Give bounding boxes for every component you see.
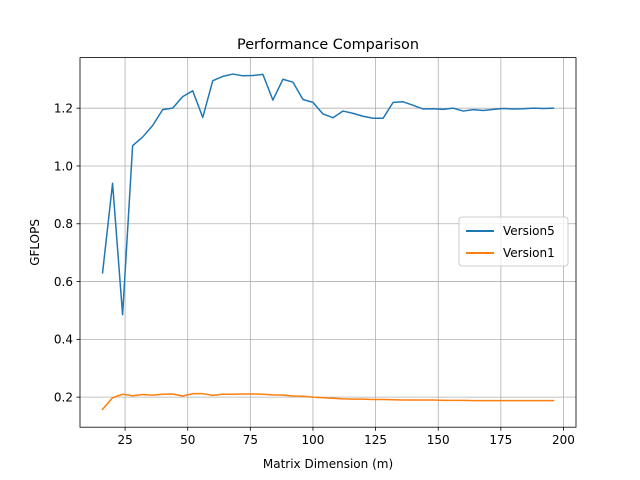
x-tick-label: 200 bbox=[552, 433, 575, 447]
x-tick-label: 100 bbox=[302, 433, 325, 447]
series-line-version1 bbox=[101, 392, 555, 411]
x-axis-label: Matrix Dimension (m) bbox=[263, 457, 393, 471]
y-tick-label: 0.8 bbox=[54, 217, 73, 231]
series-line-version5 bbox=[101, 73, 555, 316]
chart-title: Performance Comparison bbox=[237, 37, 419, 53]
series-layer bbox=[101, 73, 555, 411]
y-axis: 0.2 0.4 0.6 0.8 1.0 1.2 bbox=[54, 101, 80, 404]
legend-label-version1: Version1 bbox=[503, 246, 555, 260]
y-tick-label: 1.2 bbox=[54, 101, 73, 115]
x-tick-label: 25 bbox=[117, 433, 132, 447]
legend: Version5 Version1 bbox=[458, 216, 569, 267]
y-tick-label: 0.4 bbox=[54, 333, 73, 347]
y-tick-label: 1.0 bbox=[54, 159, 73, 173]
x-tick-label: 75 bbox=[243, 433, 258, 447]
x-tick-label: 125 bbox=[364, 433, 387, 447]
y-tick-label: 0.6 bbox=[54, 275, 73, 289]
plot-frame bbox=[79, 57, 577, 428]
x-tick-label: 50 bbox=[180, 433, 195, 447]
x-axis: 25 50 75 100 125 150 175 200 bbox=[117, 427, 575, 447]
grid bbox=[80, 57, 576, 428]
legend-label-version5: Version5 bbox=[503, 224, 555, 238]
y-tick-label: 0.2 bbox=[54, 390, 73, 404]
x-tick-label: 175 bbox=[489, 433, 512, 447]
y-axis-label: GFLOPS bbox=[28, 219, 42, 266]
x-tick-label: 150 bbox=[427, 433, 450, 447]
